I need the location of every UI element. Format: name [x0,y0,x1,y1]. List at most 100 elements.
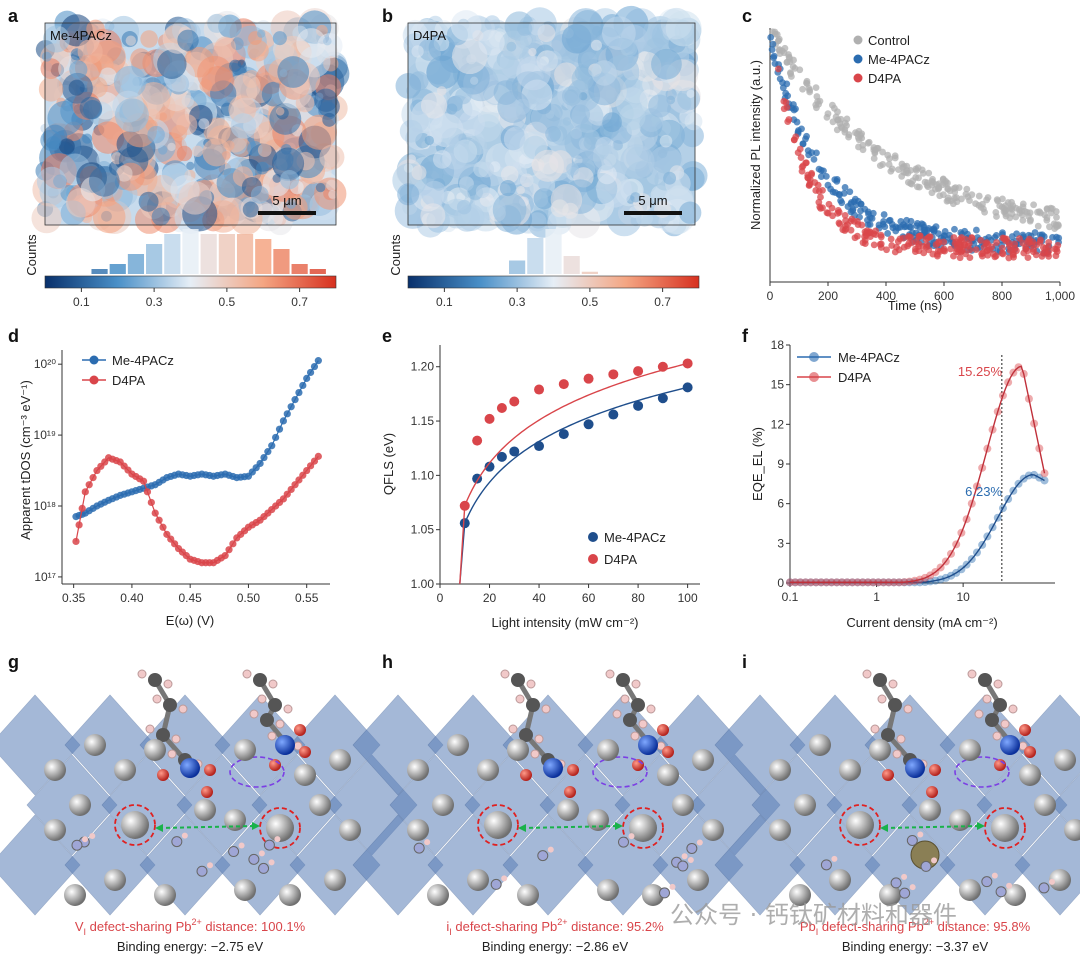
octahedron [427,814,519,916]
data-point-d4pa [484,413,495,424]
hydrogen-atom [258,850,265,857]
data-point-me-4pacz [866,214,874,222]
heatmap-speckle [322,112,337,127]
heatmap-speckle [31,203,62,234]
data-point-me-4pacz [941,232,948,240]
phosphorus-atom [543,758,563,778]
lattice-atom [64,884,86,906]
oxygen-atom [632,759,644,771]
data-point-d4pa [887,235,895,243]
lead-atom [846,811,874,839]
data-point-me-4pacz [484,461,495,472]
hydrogen-atom [268,859,275,866]
data-point-d4pa [934,252,941,260]
panel-label-e: e [382,326,392,346]
heatmap-speckle [125,35,136,46]
data-point-me-4pacz [810,155,818,163]
heatmap-speckle [411,165,427,181]
octahedron [939,694,1031,796]
hydrogen-atom [903,704,913,714]
lattice-atom [114,759,136,781]
y-tick-label: 10²⁰ [34,357,56,371]
lattice-atom [407,759,429,781]
x-tick-label: 80 [631,591,645,605]
histogram-bar [236,234,254,274]
heatmap-speckle [424,135,435,146]
molecule-bond [515,678,550,762]
hydrogen-atom [630,731,640,741]
data-point-me-4pacz [884,230,892,237]
data-point-control [829,101,836,109]
caption-g-binding: Binding energy: −2.75 eV [117,939,264,954]
phosphorus-atom [180,758,200,778]
heatmap-speckle [473,161,490,178]
lattice-atom [919,799,941,821]
hydrogen-atom [831,855,838,862]
heatmap-speckle [250,185,269,204]
data-point-control [1043,214,1051,222]
legend-label: Control [868,33,910,48]
lattice-atom [1019,764,1041,786]
data-point-d4pa [961,241,969,249]
data-point-d4pa [990,250,997,258]
data-point-d4pa [558,379,569,390]
cation-atom [171,836,183,848]
hydrogen-atom [967,669,977,679]
histogram-bar [581,271,598,274]
data-point-control [879,161,887,168]
octahedron [0,694,81,796]
octahedron [539,754,631,856]
data-point-d4pa [819,186,826,194]
histogram-b [509,229,598,274]
oxygen-atom [1019,724,1031,736]
heatmap-speckle [492,192,527,227]
arrow-head [615,822,623,830]
lead-highlight-circle [839,804,881,846]
molecule-bond [982,678,1012,744]
heatmap-speckle [684,112,703,131]
legend-marker [588,554,598,564]
lead-highlight-circle [477,804,519,846]
hydrogen-atom [530,749,540,759]
colorbar-tick-label: 0.1 [436,295,453,309]
heatmap-speckle [232,72,261,101]
histogram-bar [218,234,235,274]
heatmap-speckle [455,87,472,105]
histogram-b-ylabel: Counts [388,234,403,276]
data-point-control [1008,198,1015,206]
hydrogen-atom [81,836,88,843]
data-point-d4pa [984,241,992,248]
data-point-d4pa [836,220,844,228]
panel-label-c: c [742,6,752,26]
hydrogen-atom [1048,878,1055,885]
lattice-atom [657,764,679,786]
data-point-d4pa [794,149,802,157]
lattice-atom [959,739,981,761]
plot-d-xlabel: E(ω) (V) [166,613,214,628]
x-tick-label: 200 [818,289,838,303]
data-point-me-4pacz [824,181,832,189]
heatmap-speckle [275,107,285,116]
data-point-me-4pacz [902,223,910,230]
colorbar-tick-label: 0.7 [654,295,671,309]
data-point-me-4pacz [583,419,594,430]
lattice-atom [467,869,489,891]
data-point-d4pa [850,217,858,225]
heatmap-speckle [202,138,231,167]
data-point-d4pa [159,523,167,531]
data-point-control [813,93,821,100]
hydrogen-atom [991,872,998,879]
hydrogen-atom [605,669,615,679]
carbon-atom [631,698,645,712]
data-point-d4pa [1025,239,1033,246]
data-point-me-4pacz [793,118,801,126]
hydrogen-atom [541,704,551,714]
histogram-bar [509,260,526,274]
lead-highlight-circle [259,807,301,849]
highlight-ellipse [592,756,648,788]
panel-label-g: g [8,652,19,672]
data-point-d4pa [1045,247,1053,255]
y-tick-label: 1.05 [411,523,435,537]
x-tick-label: 60 [582,591,596,605]
